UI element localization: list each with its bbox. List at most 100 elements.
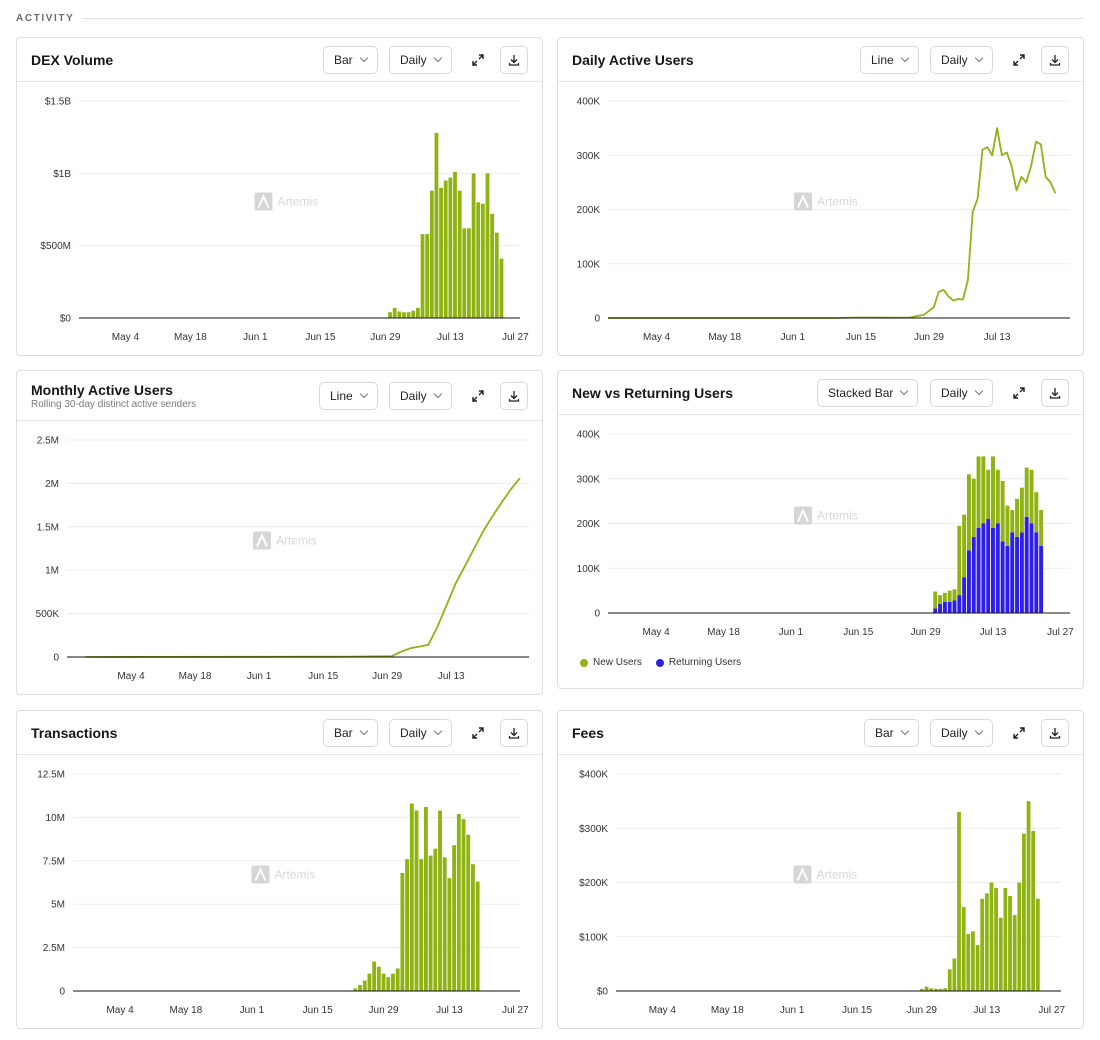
bar <box>933 608 938 613</box>
bar <box>386 977 391 991</box>
chart-type-label: Bar <box>334 53 353 67</box>
expand-button[interactable] <box>1005 379 1033 407</box>
watermark-text: Artemis <box>817 509 858 523</box>
interval-select[interactable]: Daily <box>930 719 993 747</box>
expand-button[interactable] <box>464 719 492 747</box>
bar <box>995 523 1000 613</box>
download-button[interactable] <box>500 46 528 74</box>
bar <box>453 171 457 318</box>
chevron-down-icon <box>900 726 909 736</box>
new-vs-returning-users-chart: 0 100K 200K 300K 400K Artemis May 4 May 18 Jun 1… <box>577 430 1075 639</box>
chart-type-label: Line <box>330 389 353 403</box>
legend-item-new-users[interactable]: New Users <box>580 657 642 668</box>
bar <box>962 577 967 613</box>
y-tick-label: $300K <box>579 824 608 835</box>
y-tick-label: 100K <box>577 259 601 270</box>
bar <box>952 600 957 613</box>
bar <box>929 988 934 991</box>
y-tick-label: 0 <box>594 314 600 325</box>
watermark-text: Artemis <box>817 195 858 209</box>
interval-select[interactable]: Daily <box>930 46 993 74</box>
card-monthly-active-users: Monthly Active Users Rolling 30-day dist… <box>16 370 543 695</box>
bar <box>362 980 367 991</box>
bar <box>462 228 467 318</box>
chevron-down-icon <box>359 53 368 63</box>
bar <box>388 312 392 318</box>
expand-button[interactable] <box>1005 719 1033 747</box>
expand-icon <box>1013 54 1025 66</box>
download-button[interactable] <box>1041 379 1069 407</box>
bar <box>998 917 1003 991</box>
y-tick-label: 5M <box>51 900 65 911</box>
bar <box>942 601 947 613</box>
chart-type-select[interactable]: Bar <box>323 46 378 74</box>
bar <box>943 988 948 991</box>
legend-item-returning-users[interactable]: Returning Users <box>655 657 741 668</box>
card-header: Transactions Bar Daily <box>17 711 542 755</box>
bar <box>1031 830 1036 991</box>
bar <box>353 988 358 991</box>
fees-chart: $0 $100K $200K $300K $400K Artemis May 4 May 18… <box>579 770 1065 1017</box>
bar <box>438 810 442 991</box>
bar <box>924 986 929 991</box>
y-tick-label: 12.5M <box>37 770 65 781</box>
x-tick-label: Jun 1 <box>781 332 806 343</box>
y-tick-label: 0 <box>53 653 59 664</box>
chart-legend: New Users Returning Users <box>580 657 741 668</box>
bar <box>405 859 410 991</box>
chart-type-select[interactable]: Line <box>319 382 378 410</box>
interval-label: Daily <box>400 726 427 740</box>
artemis-logo-mark <box>797 508 809 522</box>
download-button[interactable] <box>1041 719 1069 747</box>
y-tick-label: 2.5M <box>37 436 59 447</box>
download-button[interactable] <box>500 382 528 410</box>
bar <box>358 984 362 991</box>
chart-type-select[interactable]: Bar <box>323 719 378 747</box>
x-tick-label: Jun 15 <box>305 332 335 343</box>
bar <box>981 456 986 524</box>
y-tick-label: $200K <box>579 878 608 889</box>
bar <box>938 595 943 605</box>
chart-type-label: Bar <box>875 726 894 740</box>
bar <box>986 469 991 520</box>
expand-button[interactable] <box>464 46 492 74</box>
x-tick-label: May 4 <box>643 332 671 343</box>
y-tick-label: 2.5M <box>43 943 65 954</box>
interval-select[interactable]: Daily <box>930 379 993 407</box>
artemis-logo-mark <box>254 867 267 881</box>
bar <box>456 813 461 991</box>
bar <box>1015 498 1020 537</box>
bar <box>434 132 439 318</box>
bar <box>429 190 434 318</box>
download-button[interactable] <box>500 719 528 747</box>
bar <box>448 177 453 318</box>
x-tick-label: Jun 1 <box>779 627 804 638</box>
x-tick-label: Jun 29 <box>914 332 944 343</box>
chart-type-select[interactable]: Stacked Bar <box>817 379 919 407</box>
x-tick-label: Jul 13 <box>437 332 464 343</box>
interval-label: Daily <box>941 726 968 740</box>
bar <box>400 872 405 991</box>
bar <box>471 864 475 991</box>
bar <box>933 988 938 991</box>
bar <box>938 988 943 991</box>
legend-swatch <box>580 658 588 667</box>
expand-button[interactable] <box>464 382 492 410</box>
bar <box>490 213 495 318</box>
chart-type-select[interactable]: Bar <box>864 719 919 747</box>
interval-select[interactable]: Daily <box>389 719 452 747</box>
chart-type-select[interactable]: Line <box>860 46 919 74</box>
interval-select[interactable]: Daily <box>389 46 452 74</box>
bar <box>1026 801 1031 991</box>
bar <box>466 834 471 991</box>
artemis-logo-mark <box>256 533 268 547</box>
y-tick-label: 2M <box>45 479 59 490</box>
y-tick-label: 1.5M <box>37 522 59 533</box>
y-tick-label: 200K <box>577 205 601 216</box>
expand-button[interactable] <box>1005 46 1033 74</box>
download-button[interactable] <box>1041 46 1069 74</box>
bar <box>991 456 995 528</box>
interval-select[interactable]: Daily <box>389 382 452 410</box>
bar <box>476 202 481 318</box>
bar <box>411 310 416 318</box>
